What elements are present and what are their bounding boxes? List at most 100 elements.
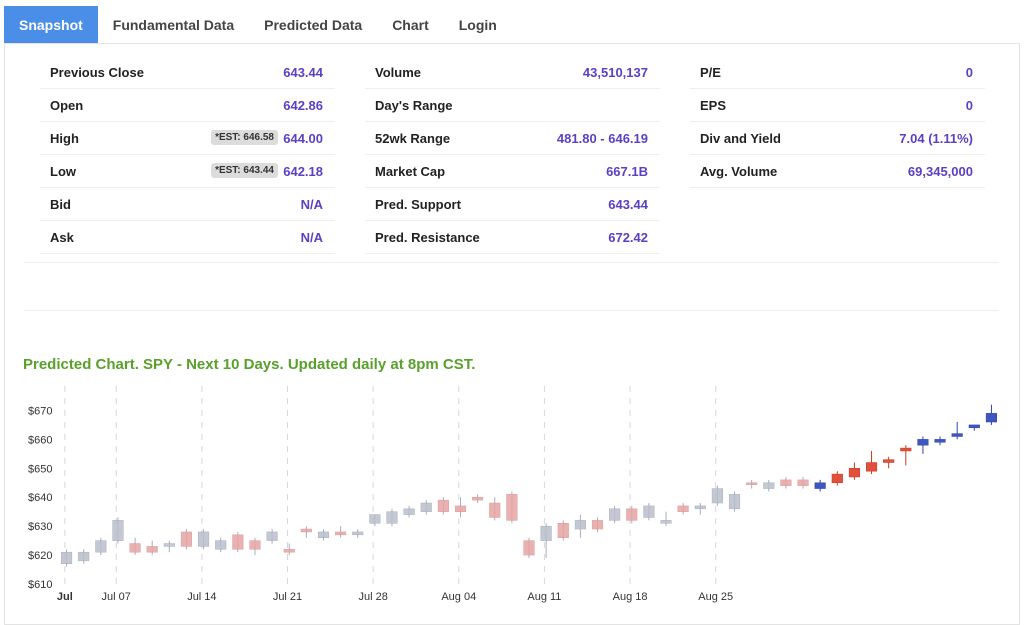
- stat-label: Bid: [50, 197, 71, 212]
- stat-value: N/A: [300, 230, 323, 245]
- candle-body: [557, 523, 569, 538]
- y-tick-label: $620: [28, 550, 52, 562]
- candle-body: [78, 551, 90, 562]
- candle-body: [660, 520, 672, 524]
- stat-open: Open 642.86: [40, 88, 335, 122]
- stat-label: Market Cap: [375, 164, 446, 179]
- candle-body: [728, 494, 741, 510]
- candle-body: [283, 549, 295, 553]
- candle-body: [403, 508, 415, 515]
- tab-snapshot[interactable]: Snapshot: [4, 6, 98, 44]
- stat-label: Volume: [375, 65, 421, 80]
- candle-body: [591, 520, 604, 530]
- predicted-chart: $610 $620 $630 $640 $650 $660 $670 Jul Jul 07 Jul…: [28, 386, 997, 603]
- stat-label: Pred. Resistance: [375, 230, 480, 245]
- divider: [24, 310, 999, 311]
- y-tick-label: $670: [28, 405, 52, 417]
- stat-label: Pred. Support: [375, 197, 461, 212]
- stat-value: 643.44: [608, 197, 648, 212]
- candle-body: [763, 482, 775, 489]
- y-tick-label: $640: [28, 492, 52, 504]
- stat-market-cap: Market Cap 667.1B: [365, 154, 660, 188]
- candle-body: [472, 496, 484, 501]
- candle-body: [968, 424, 980, 429]
- candle-body: [574, 520, 586, 530]
- stat-label: Open: [50, 98, 84, 113]
- stat-value: 642.18: [283, 164, 323, 179]
- candle-body: [215, 540, 227, 550]
- stat-value: 69,345,000: [907, 164, 973, 179]
- candle-body: [934, 439, 946, 443]
- stat-eps: EPS 0: [690, 88, 985, 122]
- stat-label: Div and Yield: [700, 131, 781, 146]
- stat-value: 481.80 - 646.19: [556, 131, 648, 146]
- x-tick-label: Aug 25: [698, 591, 733, 603]
- candle-body: [883, 459, 895, 463]
- stat-value: 667.1B: [606, 164, 648, 179]
- candle-body: [300, 528, 312, 533]
- stat-value: N/A: [300, 197, 323, 212]
- candle-body: [112, 520, 124, 541]
- x-tick-label: Aug 18: [613, 591, 648, 603]
- stat-value: 0: [965, 98, 973, 113]
- candle-body: [797, 479, 809, 486]
- stat-previous-close: Previous Close 643.44: [40, 55, 335, 89]
- stat-bid: Bid N/A: [40, 187, 335, 221]
- stat-label: Avg. Volume: [700, 164, 778, 179]
- stat-ask: Ask N/A: [40, 220, 335, 254]
- candle-body: [317, 531, 330, 538]
- candle-body: [523, 540, 535, 556]
- stat-pred-support: Pred. Support 643.44: [365, 187, 660, 221]
- estimate-badge: *EST: 646.58: [211, 130, 278, 145]
- divider: [24, 262, 999, 263]
- candle-body: [848, 468, 860, 478]
- y-tick-label: $630: [28, 521, 52, 533]
- stat-low: Low 642.18 *EST: 643.44: [40, 154, 335, 188]
- tab-fundamental-data[interactable]: Fundamental Data: [112, 17, 235, 33]
- tab-chart[interactable]: Chart: [392, 17, 429, 33]
- candle-body: [814, 482, 826, 489]
- x-tick-label: Jul 14: [187, 591, 216, 603]
- x-tick-label: Aug 04: [441, 591, 476, 603]
- y-tick-label: $650: [28, 463, 52, 475]
- x-tick-label: Jul 07: [102, 591, 131, 603]
- stat-value: 643.44: [283, 65, 323, 80]
- stat-volume: Volume 43,510,137: [365, 55, 660, 89]
- stat-value: 43,510,137: [582, 65, 648, 80]
- y-tick-label: $610: [28, 579, 52, 591]
- candle-body: [163, 543, 175, 547]
- stat-label: EPS: [700, 98, 727, 113]
- candle-body: [420, 502, 432, 512]
- candle-body: [437, 499, 449, 512]
- candle-body: [900, 447, 912, 452]
- candle-body: [506, 494, 518, 521]
- stat-label: High: [50, 131, 79, 146]
- candle-body: [232, 534, 244, 550]
- tab-predicted-data[interactable]: Predicted Data: [264, 17, 363, 33]
- x-tick-label: Jul 21: [273, 591, 302, 603]
- candle-body: [180, 531, 193, 547]
- candle-body: [249, 540, 261, 550]
- estimate-badge: *EST: 643.44: [211, 163, 278, 178]
- stat-avg-volume: Avg. Volume 69,345,000: [690, 154, 985, 188]
- stat-value: 0: [965, 65, 973, 80]
- y-tick-label: $660: [28, 434, 52, 446]
- candle-body: [917, 439, 929, 446]
- candle-body: [454, 505, 467, 512]
- stat-day-s-range: Day's Range: [365, 88, 660, 122]
- candle-body: [95, 540, 107, 553]
- candle-body: [266, 531, 278, 541]
- stat-p-e: P/E 0: [690, 55, 985, 89]
- candle-body: [129, 543, 141, 553]
- tab-bar: Snapshot Fundamental Data Predicted Data Ch…: [4, 6, 512, 44]
- stat-label: Ask: [50, 230, 74, 245]
- candle-body: [146, 546, 158, 553]
- candle-body: [677, 505, 689, 512]
- candle-body: [643, 505, 655, 518]
- tab-login[interactable]: Login: [458, 17, 497, 33]
- candle-body: [694, 505, 706, 510]
- stat-label: P/E: [700, 65, 721, 80]
- stat-52wk-range: 52wk Range 481.80 - 646.19: [365, 121, 660, 155]
- candle-body: [831, 473, 843, 484]
- x-tick-label: Aug 11: [527, 591, 561, 603]
